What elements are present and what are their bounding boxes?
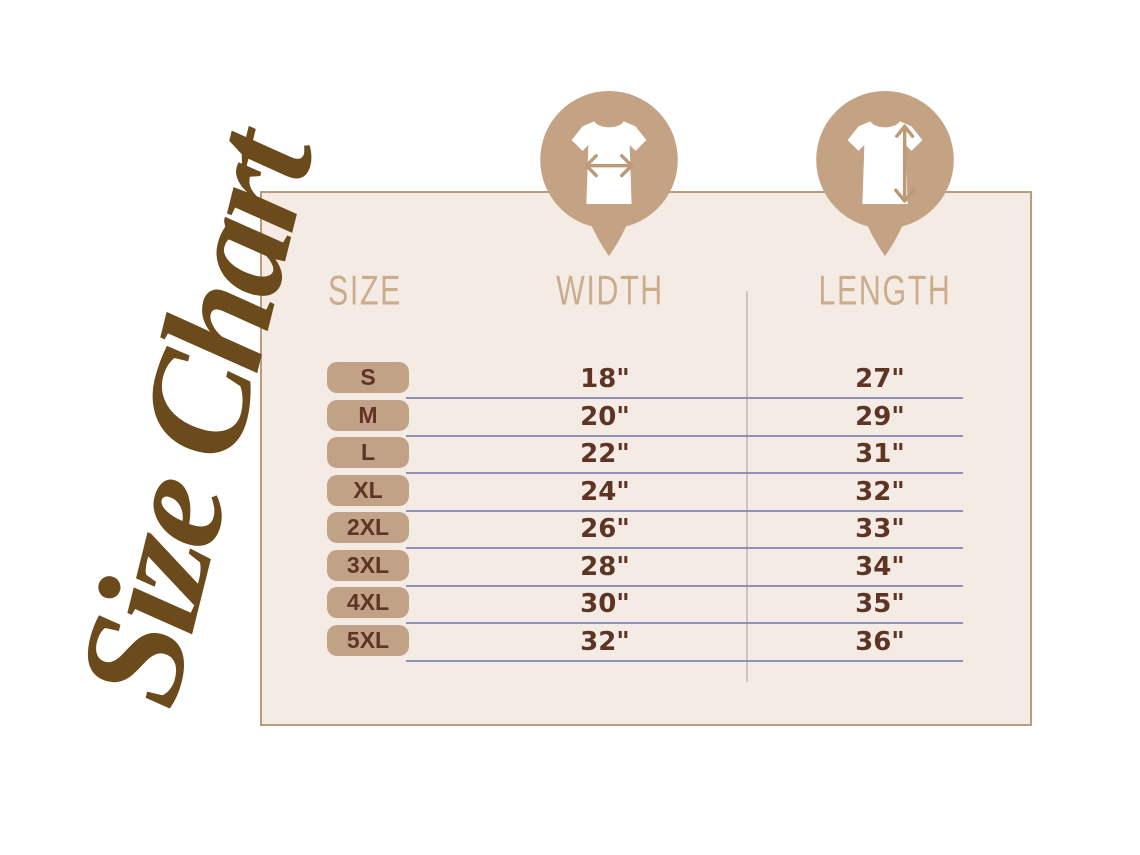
- size-pill: 5XL: [327, 624, 409, 656]
- row-underline: [406, 434, 963, 437]
- table-row: M 20" 29": [0, 399, 1140, 437]
- width-value: 20": [580, 401, 630, 432]
- width-value: 18": [580, 364, 630, 394]
- column-header-width: WIDTH: [556, 267, 664, 314]
- tshirt-width-icon: [540, 90, 678, 257]
- row-underline: [406, 622, 963, 624]
- table-row: 3XL 28" 34": [0, 549, 1140, 587]
- size-pill: 3XL: [327, 549, 409, 581]
- length-value: 36": [855, 626, 905, 657]
- row-underline: [406, 397, 963, 399]
- table-row: S 18" 27": [0, 362, 1140, 399]
- column-divider: [746, 291, 748, 682]
- table-row: L 22" 31": [0, 437, 1140, 474]
- table-row: XL 24" 32": [0, 474, 1140, 512]
- table-row: 5XL 32" 36": [0, 624, 1140, 662]
- width-balloon: [539, 89, 679, 261]
- table-row: 4XL 30" 35": [0, 587, 1140, 624]
- tshirt-length-icon: [816, 90, 954, 257]
- size-pill: M: [327, 399, 409, 431]
- width-value: 22": [580, 439, 630, 469]
- table-row: 2XL 26" 33": [0, 512, 1140, 549]
- width-value: 30": [580, 589, 630, 619]
- row-underline: [406, 584, 963, 587]
- width-value: 24": [580, 476, 630, 507]
- length-balloon: [815, 89, 955, 261]
- width-value: 26": [580, 514, 630, 544]
- length-value: 33": [855, 514, 905, 544]
- width-value: 32": [580, 626, 630, 657]
- size-pill: 2XL: [327, 512, 409, 543]
- length-value: 35": [855, 589, 905, 619]
- size-pill: S: [327, 362, 409, 393]
- size-pill: 4XL: [327, 587, 409, 618]
- column-header-length: LENGTH: [818, 267, 952, 314]
- column-header-size: SIZE: [327, 267, 403, 314]
- length-value: 27": [855, 364, 905, 394]
- row-underline: [406, 472, 963, 474]
- row-underline: [406, 659, 963, 662]
- row-underline: [406, 509, 963, 512]
- width-value: 28": [580, 551, 630, 582]
- size-pill: L: [327, 437, 409, 468]
- length-value: 32": [855, 476, 905, 507]
- length-value: 29": [855, 401, 905, 432]
- size-pill: XL: [327, 474, 409, 506]
- length-value: 31": [855, 439, 905, 469]
- length-value: 34": [855, 551, 905, 582]
- row-underline: [406, 547, 963, 549]
